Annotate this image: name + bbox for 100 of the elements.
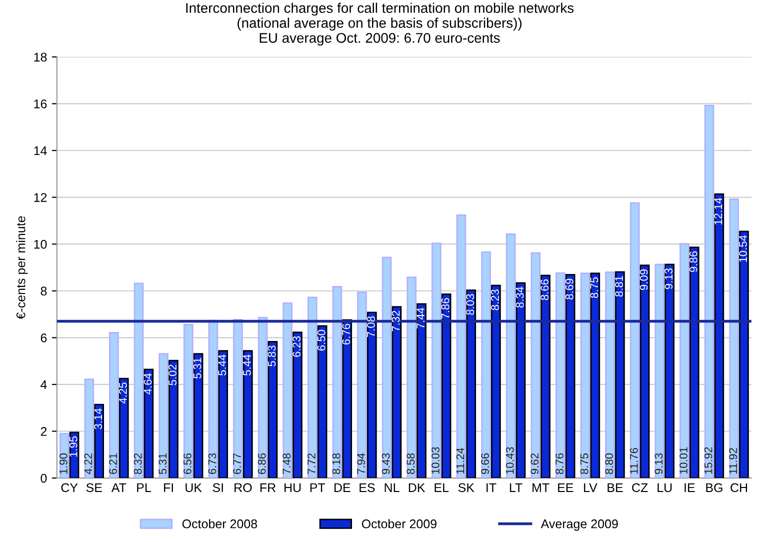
bar — [282, 302, 293, 478]
data-label: 7.94 — [357, 453, 365, 474]
x-tick-label: NL — [384, 483, 400, 492]
bar — [640, 264, 650, 478]
x-tick-label: LU — [658, 483, 672, 492]
data-label: 9.09 — [640, 269, 648, 290]
bar — [233, 318, 243, 478]
legend-label: Average 2009 — [540, 519, 618, 531]
bar — [134, 282, 144, 478]
data-label: 8.69 — [565, 278, 574, 300]
x-tick-label: LV — [584, 483, 598, 492]
bar — [406, 276, 417, 478]
data-label: 8.75 — [590, 277, 598, 298]
bar — [208, 320, 218, 478]
data-label: 9.43 — [382, 453, 390, 474]
data-label: 10.01 — [680, 447, 688, 474]
data-label: 8.58 — [406, 453, 415, 474]
y-axis-title: €-cents per minute — [16, 216, 28, 320]
bar — [268, 340, 278, 478]
bar — [94, 404, 104, 478]
data-label: 6.23 — [292, 336, 300, 357]
bar — [540, 274, 550, 478]
bar — [689, 246, 700, 478]
x-tick-label: HU — [284, 483, 301, 492]
data-label: 6.50 — [317, 330, 326, 351]
bar — [193, 353, 204, 478]
data-label: 5.02 — [168, 364, 176, 386]
data-label: 8.80 — [605, 453, 614, 474]
data-label: 11.76 — [630, 448, 638, 474]
bar — [530, 252, 541, 478]
y-tick-label: 6 — [40, 333, 47, 342]
bar — [292, 332, 302, 478]
bar — [481, 251, 491, 478]
data-label: 10.43 — [506, 447, 514, 474]
bar — [382, 256, 392, 478]
bar — [118, 378, 129, 478]
x-tick-label: SK — [458, 483, 474, 492]
bar — [332, 286, 342, 478]
x-tick-label: IT — [486, 483, 496, 492]
x-tick-label: CH — [730, 483, 748, 492]
data-label: 6.56 — [183, 453, 192, 474]
x-tick-label: PL — [137, 483, 151, 492]
data-label: 9.13 — [664, 268, 673, 290]
data-label: 9.66 — [481, 453, 489, 474]
data-label: 4.64 — [144, 373, 152, 394]
data-label: 6.21 — [109, 453, 117, 474]
y-tick-label: 4 — [40, 380, 47, 389]
bar — [704, 104, 714, 478]
x-tick-label: ES — [360, 483, 375, 492]
x-tick-label: FI — [164, 483, 173, 492]
bar — [580, 272, 590, 478]
x-tick-label: RO — [234, 483, 252, 492]
data-label: 8.75 — [580, 453, 588, 474]
data-label: 7.48 — [282, 453, 291, 474]
bar — [307, 296, 318, 478]
bar — [168, 360, 178, 478]
data-label: 9.13 — [654, 453, 663, 474]
x-tick-label: IE — [684, 483, 695, 492]
data-label: 7.08 — [367, 316, 375, 337]
data-label: 8.23 — [491, 289, 499, 310]
y-tick-label: 8 — [40, 286, 47, 296]
data-label: 8.66 — [540, 279, 549, 300]
bar — [516, 282, 526, 478]
data-label: 11.24 — [456, 448, 464, 474]
x-tick-label: BE — [608, 483, 623, 492]
bar — [456, 214, 466, 478]
bar — [556, 272, 566, 478]
x-tick-label: FR — [260, 483, 276, 492]
data-label: 3.14 — [94, 408, 102, 430]
data-label: 5.83 — [268, 346, 276, 366]
bar — [441, 293, 452, 478]
bar — [59, 432, 70, 478]
bar — [416, 303, 426, 478]
data-label: 9.62 — [530, 453, 539, 474]
bar — [158, 353, 168, 478]
data-label: 7.32 — [392, 310, 400, 332]
x-tick-label: CY — [61, 483, 78, 492]
data-label: 12.14 — [714, 198, 722, 224]
data-label: 4.25 — [119, 382, 127, 404]
data-label: 15.92 — [704, 447, 712, 474]
y-tick-label: 10 — [34, 240, 47, 249]
bar — [590, 272, 600, 478]
data-label: 7.44 — [416, 308, 424, 329]
bar — [739, 230, 749, 478]
data-label: 5.44 — [243, 354, 251, 376]
data-label: 8.03 — [466, 294, 474, 315]
bar — [664, 264, 674, 478]
x-tick-label: SE — [86, 483, 102, 492]
bar — [680, 243, 690, 478]
bar — [491, 284, 501, 478]
bar — [84, 378, 94, 478]
data-label: 1.90 — [59, 453, 68, 474]
data-label: 6.73 — [208, 453, 216, 474]
data-label: 5.31 — [193, 358, 202, 378]
y-tick-label: 2 — [40, 427, 47, 436]
bar — [432, 242, 442, 478]
data-label: 10.03 — [432, 447, 440, 474]
bar — [565, 274, 576, 478]
x-tick-label: BG — [706, 483, 722, 492]
x-tick-label: CZ — [632, 483, 648, 492]
